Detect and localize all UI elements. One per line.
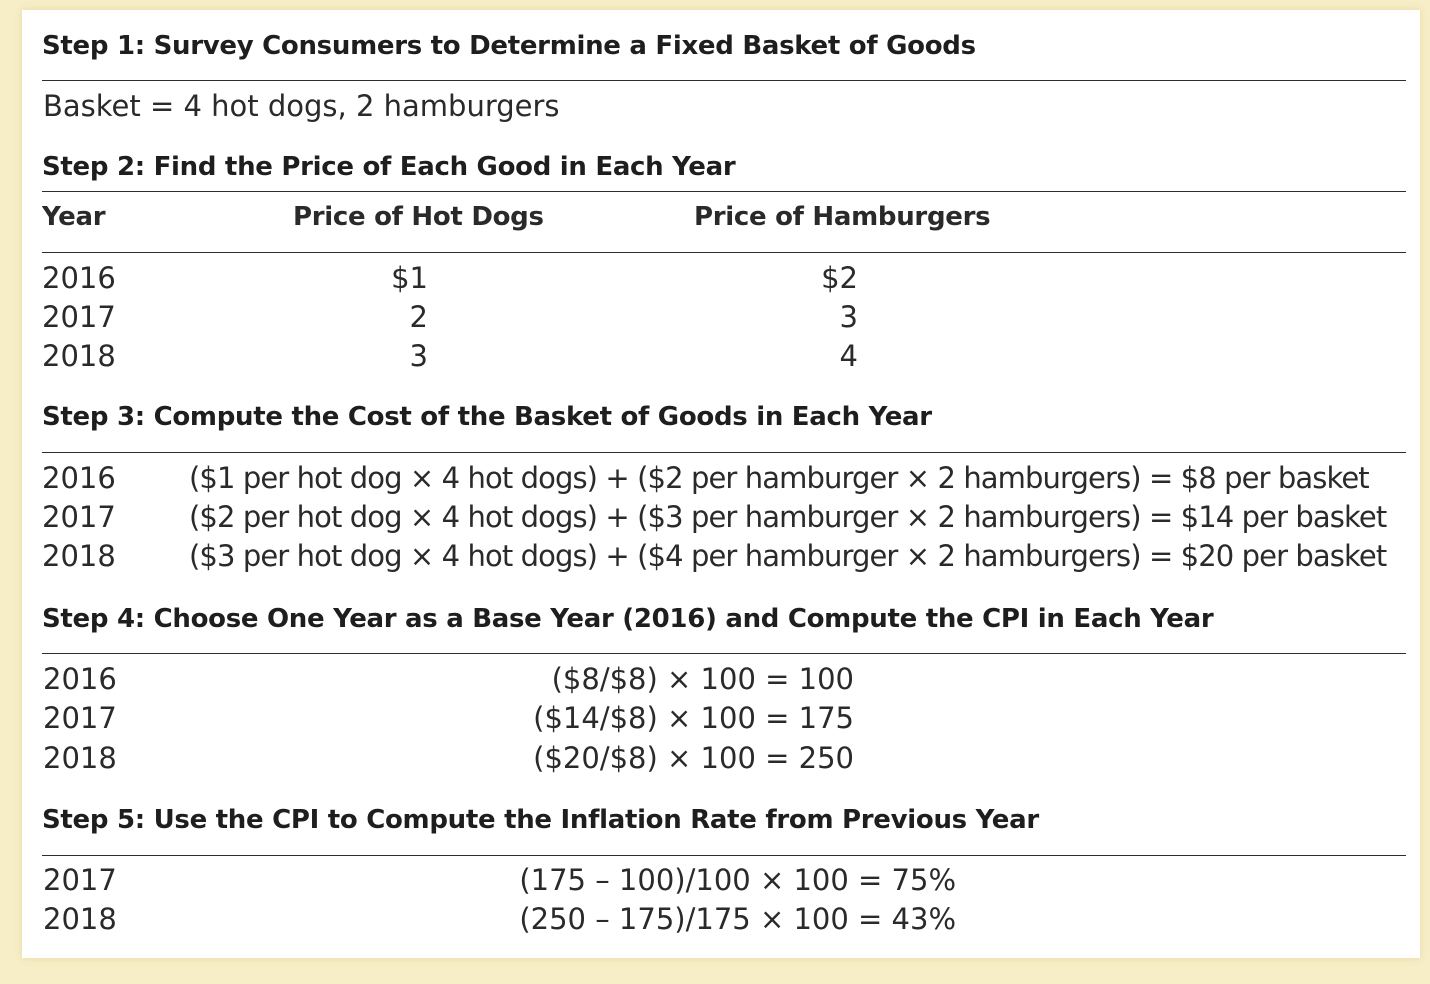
table-row: 2016 ($1 per hot dog × 4 hot dogs) + ($2… — [42, 459, 1406, 498]
step2-rule-header — [42, 252, 1406, 253]
year-cell: 2017 — [42, 500, 116, 534]
year-cell: 2017 — [43, 863, 117, 897]
cpi-formula: ($20/$8) × 100 = 250 — [533, 741, 854, 775]
table-row: 2017 ($2 per hot dog × 4 hot dogs) + ($3… — [42, 498, 1406, 537]
hot-dog-price-cell: 2 — [409, 300, 428, 334]
basket-cost-formula: ($3 per hot dog × 4 hot dogs) + ($4 per … — [189, 539, 1387, 573]
inflation-formula: (250 – 175)/175 × 100 = 43% — [519, 902, 956, 936]
year-cell: 2017 — [42, 300, 116, 334]
table-row: 2018 ($3 per hot dog × 4 hot dogs) + ($4… — [42, 537, 1406, 576]
hamburger-price-cell: 3 — [839, 300, 858, 334]
year-cell: 2018 — [42, 539, 116, 573]
year-cell: 2016 — [42, 261, 116, 295]
year-cell: 2018 — [43, 902, 117, 936]
step4-section: Step 4: Choose One Year as a Base Year (… — [42, 603, 1406, 635]
year-cell: 2018 — [43, 741, 117, 775]
step4-rule — [42, 653, 1406, 654]
step2-section: Step 2: Find the Price of Each Good in E… — [42, 151, 1406, 183]
table-row: 2017 2 3 — [42, 298, 1406, 337]
table-row: 2016 $1 $2 — [42, 259, 1406, 298]
year-cell: 2017 — [43, 701, 117, 735]
inflation-formula: (175 – 100)/100 × 100 = 75% — [519, 863, 956, 897]
step5-section: Step 5: Use the CPI to Compute the Infla… — [42, 804, 1406, 836]
hamburger-price-cell: 4 — [839, 339, 858, 373]
basket-cost-formula: ($1 per hot dog × 4 hot dogs) + ($2 per … — [189, 461, 1370, 495]
step2-heading: Step 2: Find the Price of Each Good in E… — [42, 152, 736, 182]
step1-section: Step 1: Survey Consumers to Determine a … — [42, 30, 1406, 62]
cpi-formula: ($14/$8) × 100 = 175 — [533, 701, 854, 735]
table-row: 2017 (175 – 100)/100 × 100 = 75% — [42, 861, 1406, 900]
step3-rule — [42, 452, 1406, 453]
step5-heading: Step 5: Use the CPI to Compute the Infla… — [42, 805, 1039, 835]
col-header-hot-dogs: Price of Hot Dogs — [293, 202, 544, 232]
cpi-table-card: Step 1: Survey Consumers to Determine a … — [22, 10, 1420, 958]
step3-section: Step 3: Compute the Cost of the Basket o… — [42, 401, 1406, 433]
step4-heading: Step 4: Choose One Year as a Base Year (… — [42, 604, 1214, 634]
step5-rule — [42, 855, 1406, 856]
table-row: 2017 ($14/$8) × 100 = 175 — [42, 699, 1406, 738]
basket-cost-formula: ($2 per hot dog × 4 hot dogs) + ($3 per … — [189, 500, 1387, 534]
step2-rule-top — [42, 191, 1406, 192]
step1-rule — [42, 80, 1406, 81]
step1-basket-row: Basket = 4 hot dogs, 2 hamburgers — [42, 87, 1406, 126]
year-cell: 2016 — [43, 662, 117, 696]
table-row: 2018 3 4 — [42, 337, 1406, 376]
cpi-formula: ($8/$8) × 100 = 100 — [551, 662, 854, 696]
table-row: 2018 ($20/$8) × 100 = 250 — [42, 739, 1406, 778]
table-row: 2016 ($8/$8) × 100 = 100 — [42, 660, 1406, 699]
step1-heading: Step 1: Survey Consumers to Determine a … — [42, 31, 976, 61]
col-header-year: Year — [42, 202, 106, 232]
year-cell: 2018 — [42, 339, 116, 373]
step3-heading: Step 3: Compute the Cost of the Basket o… — [42, 402, 932, 432]
hot-dog-price-cell: $1 — [391, 261, 428, 295]
hot-dog-price-cell: 3 — [409, 339, 428, 373]
year-cell: 2016 — [42, 461, 116, 495]
basket-text: Basket = 4 hot dogs, 2 hamburgers — [43, 89, 560, 123]
table-row: 2018 (250 – 175)/175 × 100 = 43% — [42, 900, 1406, 939]
step2-column-headers: Year Price of Hot Dogs Price of Hamburge… — [42, 201, 1406, 233]
hamburger-price-cell: $2 — [821, 261, 858, 295]
col-header-hamburgers: Price of Hamburgers — [694, 202, 991, 232]
